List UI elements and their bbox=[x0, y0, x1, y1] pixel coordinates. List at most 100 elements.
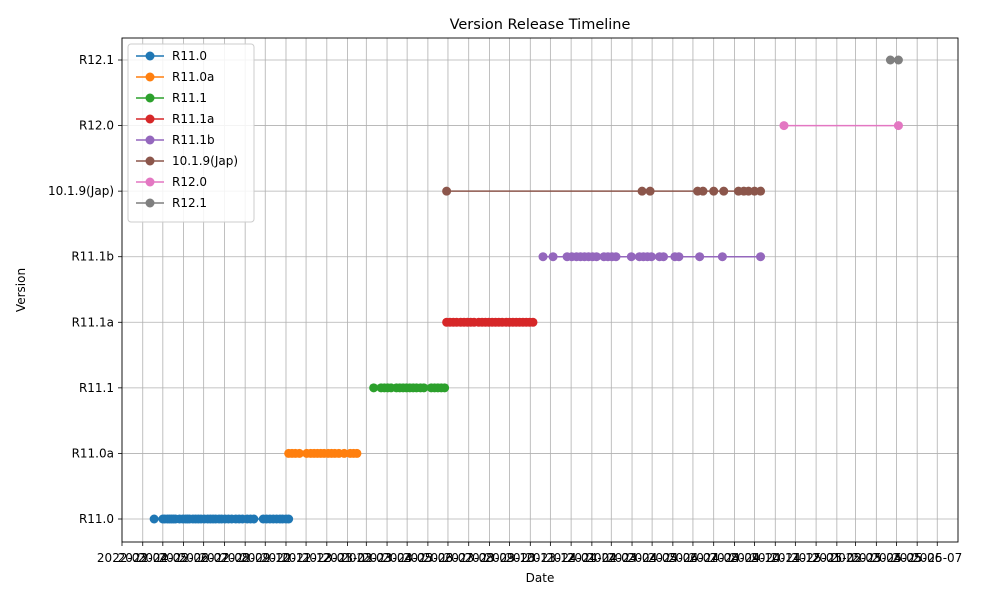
data-point bbox=[149, 514, 159, 524]
x-tick-label: 2024-11 bbox=[750, 551, 800, 565]
legend-label: R12.0 bbox=[172, 175, 207, 189]
x-tick-label: 2025-01 bbox=[791, 551, 841, 565]
legend-entry: R11.1b bbox=[136, 133, 215, 147]
y-tick-label: R11.0a bbox=[72, 446, 114, 460]
data-point bbox=[698, 186, 708, 196]
data-point bbox=[284, 514, 294, 524]
x-tick-label: 2023-03 bbox=[341, 551, 391, 565]
legend: R11.0 R11.0a R11.1 R11.1a R11.1b 10.1.9(Jap) R… bbox=[127, 43, 255, 223]
legend-entry: R11.1 bbox=[136, 91, 207, 105]
legend-marker bbox=[145, 198, 155, 208]
y-tick-label: R12.0 bbox=[79, 119, 114, 133]
data-point bbox=[646, 252, 656, 262]
x-tick-label: 2024-10 bbox=[729, 551, 779, 565]
data-point bbox=[658, 252, 668, 262]
data-point bbox=[548, 252, 558, 262]
series-r11-1 bbox=[369, 383, 450, 393]
data-point bbox=[419, 383, 429, 393]
x-tick-label: 2023-09 bbox=[464, 551, 514, 565]
data-point bbox=[538, 252, 548, 262]
y-tick-label: R11.0 bbox=[79, 512, 114, 526]
data-point bbox=[528, 317, 538, 327]
x-tick-label: 2024-08 bbox=[689, 551, 739, 565]
legend-marker bbox=[145, 51, 155, 61]
data-point bbox=[637, 186, 647, 196]
data-point bbox=[695, 252, 705, 262]
x-tick-label: 2023-10 bbox=[484, 551, 534, 565]
x-tick-label: 2024-09 bbox=[709, 551, 759, 565]
data-point bbox=[626, 252, 636, 262]
x-tick-label: 2024-04 bbox=[607, 551, 657, 565]
x-tick-label: 2025-04 bbox=[851, 551, 901, 565]
x-tick-label: 2024-02 bbox=[567, 551, 617, 565]
y-axis-title: Version bbox=[14, 268, 28, 312]
x-tick-label: 2022-11 bbox=[261, 551, 311, 565]
data-point bbox=[645, 186, 655, 196]
x-tick-label: 2023-07 bbox=[423, 551, 473, 565]
plot-frame bbox=[121, 37, 959, 543]
data-point bbox=[756, 252, 766, 262]
legend-label: R11.1b bbox=[172, 133, 215, 147]
legend-entry: R12.1 bbox=[136, 196, 207, 210]
series-r11-1a bbox=[442, 317, 538, 327]
legend-marker bbox=[145, 135, 155, 145]
legend-label: 10.1.9(Jap) bbox=[172, 154, 238, 168]
x-tick-label: 2024-03 bbox=[586, 551, 636, 565]
legend-label: R12.1 bbox=[172, 196, 207, 210]
y-tick-label: R11.1a bbox=[72, 315, 114, 329]
legend-marker bbox=[145, 177, 155, 187]
series-layer bbox=[149, 55, 903, 524]
series-10-1-9-jap- bbox=[442, 186, 766, 196]
y-tick-label: R11.1b bbox=[71, 250, 114, 264]
x-tick-label: 2022-05 bbox=[138, 551, 188, 565]
legend-label: R11.1a bbox=[172, 112, 214, 126]
legend-entry: R12.0 bbox=[136, 175, 207, 189]
series-r11-0a bbox=[284, 448, 362, 458]
x-tick-label: 2023-04 bbox=[362, 551, 412, 565]
legend-entry: R11.0a bbox=[136, 70, 214, 84]
x-tick-label: 2022-08 bbox=[199, 551, 249, 565]
legend-marker bbox=[145, 114, 155, 124]
legend-entry: 10.1.9(Jap) bbox=[136, 154, 238, 168]
series-r11-1b bbox=[538, 252, 766, 262]
data-point bbox=[719, 186, 729, 196]
legend-label: R11.1 bbox=[172, 91, 207, 105]
data-point bbox=[709, 186, 719, 196]
series-r12-0 bbox=[779, 121, 903, 131]
x-tick-label: 2023-01 bbox=[302, 551, 352, 565]
x-tick-label: 2022-07 bbox=[179, 551, 229, 565]
chart-title: Version Release Timeline bbox=[450, 17, 631, 33]
y-tick-label: R11.1 bbox=[79, 381, 114, 395]
data-point bbox=[893, 55, 903, 65]
x-tick-label: 2025-03 bbox=[831, 551, 881, 565]
data-point bbox=[674, 252, 684, 262]
x-tick-label: 2023-06 bbox=[403, 551, 453, 565]
series-r12-1 bbox=[885, 55, 903, 65]
data-point bbox=[779, 121, 789, 131]
data-point bbox=[893, 121, 903, 131]
x-tick-label: 2022-09 bbox=[220, 551, 270, 565]
x-tick-label: 2024-01 bbox=[546, 551, 596, 565]
x-tick-label: 2024-05 bbox=[627, 551, 677, 565]
legend-entry: R11.1a bbox=[136, 112, 214, 126]
legend-label: R11.0 bbox=[172, 49, 207, 63]
data-point bbox=[294, 448, 304, 458]
x-tick-label: 2023-12 bbox=[525, 551, 575, 565]
data-point bbox=[885, 55, 895, 65]
legend-marker bbox=[145, 93, 155, 103]
x-axis-ticks: 2022-032022-042022-052022-062022-072022-… bbox=[97, 542, 962, 565]
x-tick-label: 2023-05 bbox=[382, 551, 432, 565]
data-point bbox=[369, 383, 379, 393]
data-point bbox=[611, 252, 621, 262]
legend-box bbox=[127, 43, 255, 223]
data-point bbox=[440, 383, 450, 393]
x-tick-label: 2024-12 bbox=[770, 551, 820, 565]
x-tick-label: 2025-02 bbox=[812, 551, 862, 565]
x-tick-label: 2023-02 bbox=[322, 551, 372, 565]
data-point bbox=[249, 514, 259, 524]
x-tick-label: 2025-07 bbox=[912, 551, 962, 565]
data-point bbox=[442, 186, 452, 196]
x-tick-label: 2024-06 bbox=[648, 551, 698, 565]
legend-marker bbox=[145, 72, 155, 82]
